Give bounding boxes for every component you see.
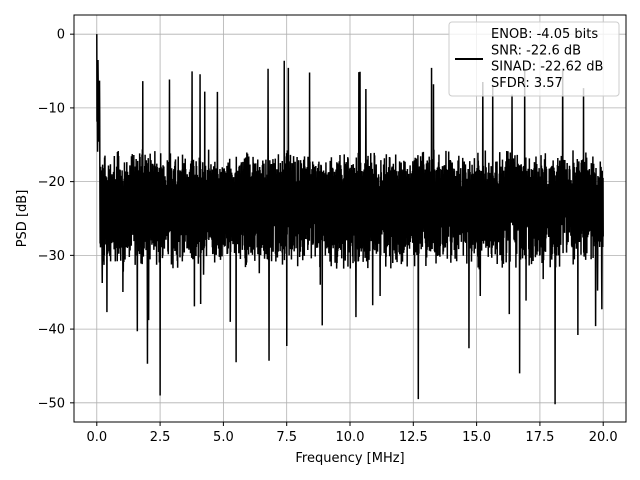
- y-tick-label: −20: [38, 175, 65, 190]
- x-tick-label: 5.0: [213, 430, 234, 445]
- legend-entry-enob: ENOB: -4.05 bits: [491, 27, 598, 42]
- x-tick-label: 15.0: [462, 430, 491, 445]
- y-tick-label: 0: [57, 28, 65, 43]
- legend: ENOB: -4.05 bits SNR: -22.6 dB SINAD: -2…: [448, 21, 620, 97]
- x-tick-label: 2.5: [150, 430, 171, 445]
- y-tick-label: −40: [38, 323, 65, 338]
- y-tick-label: −30: [38, 249, 65, 264]
- y-axis-title: PSD [dB]: [15, 190, 30, 248]
- psd-series: [96, 34, 604, 405]
- x-tick-label: 10.0: [336, 430, 365, 445]
- x-tick-label: 7.5: [276, 430, 297, 445]
- legend-entry-snr: SNR: -22.6 dB: [491, 43, 581, 58]
- psd-series-line: [96, 34, 604, 405]
- x-axis-title: Frequency [MHz]: [295, 451, 404, 466]
- y-tick-label: −50: [38, 396, 65, 411]
- x-axis-ticks: 0.0 2.5 5.0 7.5 10.0 12.5 15.0 17.5 20.0: [86, 422, 618, 445]
- y-tick-label: −10: [38, 101, 65, 116]
- legend-entry-sfdr: SFDR: 3.57: [491, 76, 563, 91]
- x-tick-label: 12.5: [399, 430, 428, 445]
- legend-entry-sinad: SINAD: -22.62 dB: [491, 60, 603, 75]
- x-tick-label: 0.0: [86, 430, 107, 445]
- legend-box: [448, 21, 620, 97]
- y-axis-ticks: 0 −10 −20 −30 −40 −50: [38, 28, 74, 411]
- x-tick-label: 17.5: [525, 430, 554, 445]
- x-tick-label: 20.0: [589, 430, 618, 445]
